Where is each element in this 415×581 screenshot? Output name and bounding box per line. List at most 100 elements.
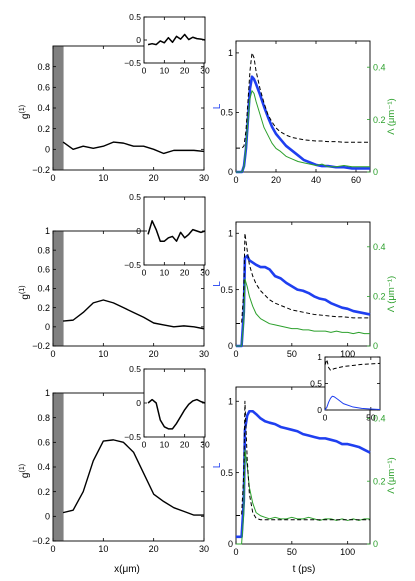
g1-bot-xtick-label: 30	[199, 544, 209, 554]
g1-top-inset-series-black	[147, 33, 206, 46]
g1-mid-ytick-label: 0.8	[37, 245, 50, 255]
g1-bot-ytick-label: 1	[45, 388, 50, 398]
g1-top-plot-frame	[52, 45, 205, 171]
L-bot-ytick-right-label: 0.4	[373, 414, 386, 424]
L-mid-series-blue	[236, 254, 371, 348]
L-mid-ytick-label: 1	[228, 228, 233, 238]
L-bot-inset-xtick-label: 0	[323, 413, 328, 423]
L-bot-inset-ytick-label: 0	[317, 405, 322, 415]
g1-mid-ytick-label: 0.2	[37, 303, 50, 313]
g1-bot-series-line	[62, 439, 204, 516]
g1-top-ytick-label: 0.8	[37, 62, 50, 72]
g1-top-xtick-label: 0	[50, 173, 55, 183]
g1-bot-inset-xtick-label: 0	[142, 440, 147, 450]
L-mid-ytick-right-label: 0.4	[373, 242, 386, 252]
g1-top-ytick-label: 0.4	[37, 103, 50, 113]
g1-bot-ylabel: g(1)	[19, 464, 31, 478]
x-axis-label-right: t (ps)	[293, 564, 316, 575]
L-bot-ytick-label: 1	[228, 396, 233, 406]
g1-top-ytick-label: 0	[45, 144, 50, 154]
g1-mid-xtick-label: 10	[98, 349, 108, 359]
g1-bot-inset-xtick-label: 10	[160, 440, 170, 450]
L-mid-ytick-label: 0.5	[220, 285, 233, 295]
L-bot-inset-series-blue	[324, 395, 381, 411]
g1-mid-inset-ytick-label: 0.5	[129, 192, 141, 202]
g1-mid-inset-xtick-label: 30	[200, 268, 210, 278]
g1-bot-ytick-label: 0.2	[37, 487, 50, 497]
g1-mid-inset-ytick-label: −0.5	[124, 260, 141, 270]
g1-top-inset-ytick-label: 0.5	[129, 12, 141, 22]
g1-bot-xtick-label: 0	[50, 544, 55, 554]
g1-mid-ylabel: g(1)	[19, 285, 31, 299]
L-top-xtick-label: 20	[271, 175, 281, 185]
L-bot-xtick-label: 50	[287, 547, 297, 557]
g1-mid-ytick-label: 0	[45, 322, 50, 332]
L-bot-series-black	[236, 400, 370, 521]
L-bot-plot-frame	[235, 386, 371, 545]
g1-top-shaded-region	[53, 46, 64, 170]
g1-mid-ytick-label: 0.4	[37, 284, 50, 294]
g1-mid-series-line	[63, 299, 205, 330]
g1-bot-ytick-label: 0.4	[37, 462, 50, 472]
L-top-ylabel-right: Λ (μm⁻¹)	[386, 98, 397, 134]
g1-mid-inset-series-black	[147, 220, 206, 242]
g1-mid-inset-ytick-label: 0	[136, 226, 141, 236]
g1-bot-ytick-label: 0	[45, 511, 50, 521]
g1-top-ytick-label: −0.2	[32, 165, 50, 175]
g1-top-inset-xtick-label: 20	[180, 66, 190, 76]
g1-top-ytick-label: 0.2	[37, 124, 50, 134]
L-bot-series-blue	[236, 409, 371, 539]
g1-mid-inset-xtick-label: 20	[180, 268, 190, 278]
L-top-series-black	[236, 52, 370, 149]
L-mid-xtick-label: 100	[340, 349, 355, 359]
g1-top-inset-ytick-label: 0	[136, 35, 141, 45]
g1-bot-inset-ytick-label: 0.5	[129, 364, 141, 374]
L-bot-inset-xtick-label: 50	[366, 413, 376, 423]
g1-bot-inset-xtick-label: 20	[180, 440, 190, 450]
L-mid-series-green	[236, 278, 370, 347]
g1-mid-ytick-label: −0.2	[32, 341, 50, 351]
g1-mid-ytick-label: 0.6	[37, 264, 50, 274]
g1-mid-xtick-label: 30	[199, 349, 209, 359]
g1-mid-xtick-label: 20	[149, 349, 159, 359]
L-bot-ytick-right-label: 0.2	[373, 476, 386, 486]
L-bot-xtick-label: 0	[233, 547, 238, 557]
g1-mid-inset-xtick-label: 0	[142, 268, 147, 278]
g1-mid-ytick-label: 1	[45, 226, 50, 236]
g1-mid-inset-xtick-label: 10	[160, 268, 170, 278]
L-top-ytick-right-label: 0	[373, 167, 378, 177]
g1-bot-inset-ytick-label: 0	[136, 398, 141, 408]
g1-bot-inset-ytick-label: −0.5	[124, 432, 141, 442]
g1-mid-xtick-label: 0	[50, 349, 55, 359]
g1-top-ylabel: g(1)	[19, 105, 31, 119]
L-top-ytick-label: 0	[228, 167, 233, 177]
g1-bot-inset-series-black	[147, 398, 206, 430]
g1-top-xtick-label: 10	[98, 173, 108, 183]
L-top-series-green	[236, 90, 370, 173]
L-top-plot-frame	[235, 40, 371, 173]
L-bot-inset-ytick-label: 0.5	[310, 378, 322, 388]
L-mid-ytick-label: 0	[228, 341, 233, 351]
L-mid-ytick-right-label: 0	[373, 341, 378, 351]
g1-top-series-line	[62, 141, 205, 155]
L-mid-xtick-label: 0	[233, 349, 238, 359]
L-mid-xtick-label: 50	[287, 349, 297, 359]
L-top-ytick-label: 1	[228, 48, 233, 58]
g1-top-inset-xtick-label: 30	[200, 66, 210, 76]
L-mid-ylabel-right: Λ (μm⁻¹)	[386, 276, 397, 312]
L-mid-ylabel-left: L	[212, 281, 223, 287]
g1-bot-shaded-region	[53, 393, 64, 541]
g1-bot-xtick-label: 10	[98, 544, 108, 554]
g1-top-xtick-label: 20	[149, 173, 159, 183]
g1-top-inset-xtick-label: 10	[160, 66, 170, 76]
L-top-xtick-label: 40	[311, 175, 321, 185]
L-top-ytick-right-label: 0.4	[373, 62, 386, 72]
L-bot-ytick-right-label: 0	[373, 539, 378, 549]
L-bot-ytick-label: 0	[228, 539, 233, 549]
L-mid-ytick-right-label: 0.2	[373, 292, 386, 302]
g1-top-xtick-label: 30	[199, 173, 209, 183]
x-axis-label-left: x(μm)	[114, 564, 140, 575]
g1-top-inset-ytick-label: −0.5	[124, 58, 141, 68]
g1-bot-ytick-label: 0.6	[37, 437, 50, 447]
